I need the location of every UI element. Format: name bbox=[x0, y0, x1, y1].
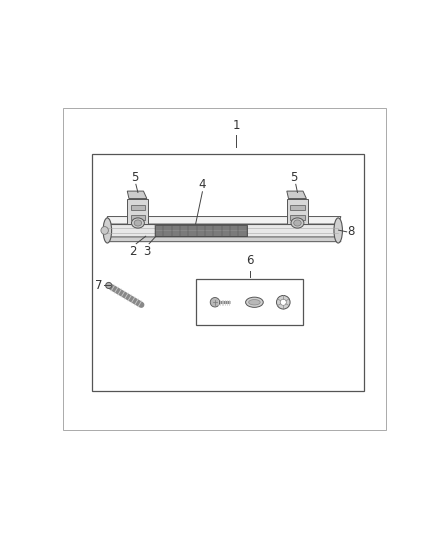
Ellipse shape bbox=[101, 227, 108, 235]
Bar bbox=[196, 279, 303, 325]
Polygon shape bbox=[287, 191, 307, 199]
Polygon shape bbox=[127, 191, 147, 199]
Bar bbox=[290, 205, 305, 210]
Polygon shape bbox=[107, 216, 341, 224]
Text: 5: 5 bbox=[290, 171, 298, 184]
Bar bbox=[107, 224, 338, 237]
Circle shape bbox=[280, 299, 286, 305]
Text: 1: 1 bbox=[233, 119, 240, 132]
Bar bbox=[287, 199, 308, 224]
Bar bbox=[131, 205, 145, 210]
Circle shape bbox=[106, 282, 112, 288]
Ellipse shape bbox=[134, 220, 141, 226]
Ellipse shape bbox=[246, 297, 263, 308]
Bar bbox=[92, 154, 364, 391]
Text: 3: 3 bbox=[143, 245, 150, 258]
Text: 6: 6 bbox=[246, 254, 254, 268]
Ellipse shape bbox=[294, 220, 301, 226]
Bar bbox=[127, 199, 148, 224]
Text: 4: 4 bbox=[199, 178, 206, 191]
Ellipse shape bbox=[131, 218, 145, 228]
Polygon shape bbox=[107, 237, 341, 241]
Text: 8: 8 bbox=[347, 225, 355, 238]
Circle shape bbox=[276, 295, 290, 309]
Bar bbox=[155, 225, 247, 236]
Ellipse shape bbox=[249, 300, 260, 305]
Text: 7: 7 bbox=[95, 279, 103, 292]
Text: 5: 5 bbox=[131, 171, 138, 184]
Ellipse shape bbox=[291, 218, 304, 228]
Bar bbox=[131, 215, 145, 220]
Text: 2: 2 bbox=[129, 245, 137, 258]
Ellipse shape bbox=[103, 218, 112, 243]
Ellipse shape bbox=[334, 218, 343, 243]
Circle shape bbox=[210, 297, 220, 307]
Bar bbox=[290, 215, 305, 220]
